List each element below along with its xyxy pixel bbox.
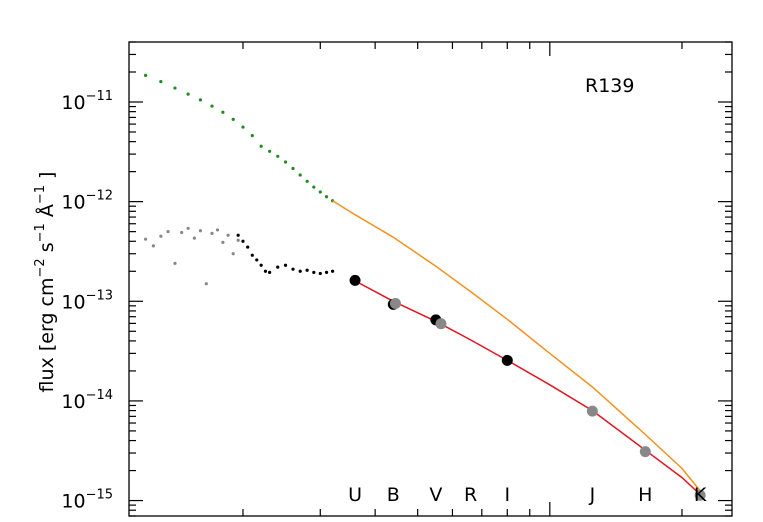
data-point	[276, 265, 280, 269]
data-point	[318, 271, 322, 276]
photometry-point	[639, 446, 651, 458]
data-point	[318, 190, 322, 194]
series-photometry-grey	[389, 297, 706, 501]
data-point	[192, 236, 196, 240]
series-model-dereddened	[332, 200, 701, 492]
data-point	[305, 268, 309, 272]
series-photometry-black	[349, 274, 513, 366]
data-point	[173, 261, 177, 265]
series-iue-observed-short	[143, 226, 240, 286]
y-axis-title: flux [erg cm−2 s−1 Å−1 ]	[33, 172, 58, 393]
data-point	[159, 234, 163, 238]
data-point	[236, 233, 240, 237]
data-point	[204, 282, 208, 286]
data-point	[210, 104, 214, 108]
data-point	[221, 110, 225, 114]
series-layer	[143, 73, 706, 501]
series-iue-dereddened	[143, 73, 335, 203]
data-point	[173, 86, 177, 90]
data-point	[186, 226, 190, 230]
data-point	[298, 269, 302, 273]
data-point	[151, 244, 155, 248]
data-point	[236, 238, 240, 242]
data-point	[241, 239, 245, 243]
photometry-point	[435, 318, 447, 330]
data-point	[166, 230, 170, 234]
plot-frame	[128, 41, 733, 517]
data-point	[324, 195, 329, 199]
y-tick-label: 10−12	[61, 189, 113, 214]
data-point	[330, 269, 335, 273]
star-label: R139	[585, 75, 634, 97]
data-point	[198, 98, 203, 102]
data-point	[143, 73, 148, 77]
photometry-point	[694, 489, 706, 501]
data-point	[180, 230, 184, 235]
band-label-V: V	[429, 484, 442, 506]
band-label-K: K	[694, 484, 707, 506]
data-point	[159, 80, 163, 84]
data-point	[250, 133, 254, 138]
data-point	[198, 229, 203, 233]
band-label-H: H	[638, 484, 652, 506]
data-point	[259, 144, 263, 148]
data-point	[263, 269, 268, 273]
series-line	[332, 200, 701, 492]
photometry-point	[586, 405, 598, 417]
data-point	[231, 252, 235, 256]
y-axis-ticks: 10−11 10−12 10−13 10−14 10−15	[61, 41, 732, 517]
data-point	[226, 233, 230, 237]
series-model-observed	[354, 280, 701, 496]
y-tick-label: 10−13	[61, 288, 113, 313]
data-point	[276, 154, 280, 158]
data-point	[324, 270, 329, 274]
data-point	[312, 270, 316, 274]
y-tick-label: 10−11	[61, 89, 113, 114]
photometry-point	[501, 354, 513, 366]
data-point	[215, 228, 220, 232]
data-point	[312, 185, 316, 189]
data-point	[143, 237, 148, 241]
data-point	[268, 270, 272, 274]
data-point	[268, 149, 272, 153]
photometry-point	[389, 297, 401, 309]
band-label-B: B	[387, 484, 400, 506]
data-point	[255, 258, 259, 262]
data-point	[241, 125, 245, 129]
x-axis-ticks	[242, 42, 683, 516]
data-point	[283, 160, 288, 164]
data-point	[283, 263, 288, 267]
y-tick-label: 10−14	[61, 388, 113, 413]
band-label-U: U	[348, 484, 362, 506]
data-point	[298, 173, 302, 177]
data-point	[291, 267, 295, 271]
data-point	[305, 179, 309, 183]
data-point	[250, 253, 254, 257]
data-point	[186, 92, 190, 96]
data-point	[291, 166, 295, 171]
band-label-I: I	[504, 484, 510, 506]
data-point	[259, 263, 263, 267]
data-point	[246, 245, 250, 249]
band-label-J: J	[589, 484, 596, 506]
band-label-R: R	[464, 484, 477, 506]
data-point	[221, 240, 225, 244]
data-point	[210, 231, 214, 235]
photometry-point	[349, 274, 361, 286]
data-point	[231, 117, 235, 121]
series-iue-observed-long	[236, 233, 335, 276]
y-tick-label: 10−15	[61, 488, 113, 513]
series-line	[354, 280, 701, 496]
